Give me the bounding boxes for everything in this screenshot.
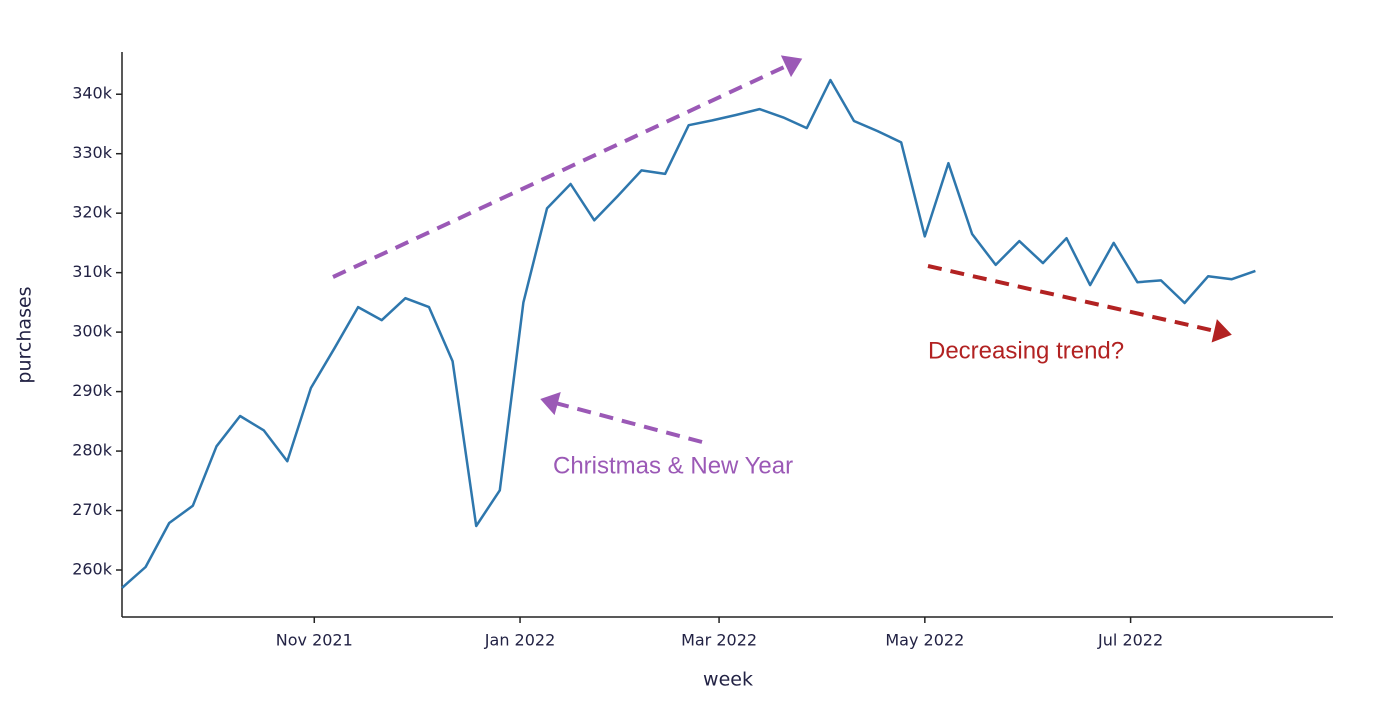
x-axis-title: week xyxy=(703,669,753,691)
y-tick-label: 300k xyxy=(72,322,113,341)
y-tick-label: 280k xyxy=(72,441,113,460)
x-tick-label: Mar 2022 xyxy=(681,631,757,650)
annotation: Christmas & New Year xyxy=(553,452,793,479)
data-line xyxy=(121,78,1256,589)
x-tick-label: Nov 2021 xyxy=(276,631,353,650)
x-tick-label: Jul 2022 xyxy=(1097,631,1163,650)
annotation: Decreasing trend? xyxy=(928,337,1124,364)
x-tick-label: Jan 2022 xyxy=(484,631,555,650)
y-tick-label: 270k xyxy=(72,500,113,519)
y-tick-label: 330k xyxy=(72,143,113,162)
y-tick-label: 320k xyxy=(72,203,113,222)
y-axis-title: purchases xyxy=(14,286,36,383)
holiday-arrow xyxy=(540,391,703,444)
y-tick-label: 310k xyxy=(72,262,113,281)
y-tick-label: 290k xyxy=(72,381,113,400)
y-tick-label: 340k xyxy=(72,84,113,103)
decrease-arrow xyxy=(927,264,1232,343)
y-tick-label: 260k xyxy=(72,560,113,579)
trend-arrow xyxy=(332,55,803,279)
x-tick-label: May 2022 xyxy=(885,631,964,650)
